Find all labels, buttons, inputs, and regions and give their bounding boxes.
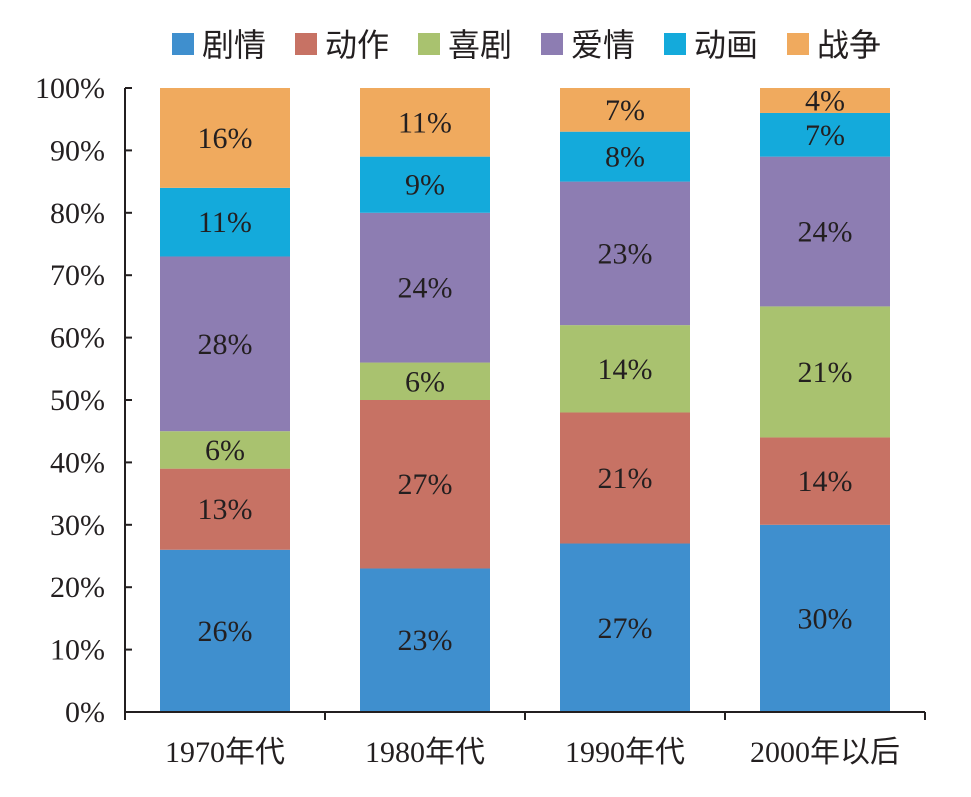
legend-swatch <box>664 33 686 55</box>
data-label: 13% <box>198 493 253 526</box>
bar-segment <box>360 88 490 157</box>
bar-segment <box>560 543 690 712</box>
bar-segment <box>360 400 490 569</box>
y-tick-label: 10% <box>50 634 105 667</box>
data-label: 24% <box>798 216 853 249</box>
y-tick-label: 80% <box>50 197 105 230</box>
x-tick-label: 2000年以后 <box>750 736 900 769</box>
data-label: 26% <box>198 615 253 648</box>
bar-segment <box>360 362 490 400</box>
bar-segment <box>160 256 290 432</box>
legend-label: 动画 <box>694 27 758 63</box>
bar-segment <box>560 88 690 132</box>
data-label: 23% <box>598 237 653 270</box>
bar-segment <box>160 468 290 550</box>
bar-segment <box>360 212 490 363</box>
legend-swatch <box>787 33 809 55</box>
bars: 26% 13% 6% 28% 11% 16% 23% 27% 6% 24% 9% 11% 27% 21% 1… <box>160 84 890 712</box>
data-label: 9% <box>405 169 445 202</box>
bar-segment <box>760 437 890 525</box>
bar-segment <box>160 187 290 257</box>
y-tick-label: 60% <box>50 322 105 355</box>
legend-swatch <box>418 33 440 55</box>
x-tick-label: 1970年代 <box>165 736 285 769</box>
data-label: 14% <box>798 465 853 498</box>
data-label: 27% <box>598 612 653 645</box>
bar-segment <box>760 112 890 157</box>
data-label: 6% <box>205 434 245 467</box>
bar-segment <box>560 412 690 544</box>
bar-segment <box>560 181 690 326</box>
bar-segment <box>560 325 690 413</box>
bar-segment <box>760 156 890 307</box>
legend-label: 战争 <box>817 27 881 63</box>
data-label: 4% <box>805 84 845 117</box>
legend-swatch <box>172 33 194 55</box>
y-tick-label: 20% <box>50 571 105 604</box>
x-tick-label: 1980年代 <box>365 736 485 769</box>
data-label: 7% <box>605 94 645 127</box>
bar-segment <box>160 431 290 469</box>
bar-segment <box>760 524 890 712</box>
bar-segment <box>760 306 890 438</box>
data-label: 21% <box>798 356 853 389</box>
y-tick-label: 40% <box>50 446 105 479</box>
bar-segment <box>160 88 290 188</box>
y-tick-label: 90% <box>50 134 105 167</box>
axes: 1970年代 1980年代 1990年代 2000年以后 0% 10% 20% 30% 40% 5… <box>35 72 926 769</box>
data-label: 14% <box>598 353 653 386</box>
bar-segment <box>360 568 490 712</box>
legend-label: 爱情 <box>571 27 635 63</box>
data-label: 30% <box>798 602 853 635</box>
y-tick-label: 30% <box>50 509 105 542</box>
bar-segment <box>160 549 290 712</box>
y-tick-label: 100% <box>35 72 105 105</box>
legend-label: 剧情 <box>202 27 266 63</box>
data-label: 24% <box>398 272 453 305</box>
data-label: 28% <box>198 328 253 361</box>
y-tick-label: 70% <box>50 259 105 292</box>
legend-label: 喜剧 <box>448 27 512 63</box>
data-label: 23% <box>398 624 453 657</box>
legend-swatch <box>541 33 563 55</box>
data-label: 11% <box>398 106 452 139</box>
data-label: 8% <box>605 141 645 174</box>
data-label: 7% <box>805 119 845 152</box>
legend-label: 动作 <box>325 27 389 63</box>
legend: 剧情 动作 喜剧 爱情 动画 战争 <box>172 27 881 63</box>
data-label: 16% <box>198 122 253 155</box>
data-label: 6% <box>405 365 445 398</box>
y-tick-label: 0% <box>65 696 105 729</box>
data-label: 11% <box>198 206 252 239</box>
bar-segment <box>360 156 490 213</box>
legend-swatch <box>295 33 317 55</box>
data-label: 27% <box>398 468 453 501</box>
bar-segment <box>760 88 890 113</box>
y-tick-label: 50% <box>50 384 105 417</box>
data-label: 21% <box>598 462 653 495</box>
bar-segment <box>560 131 690 182</box>
x-tick-label: 1990年代 <box>565 736 685 769</box>
